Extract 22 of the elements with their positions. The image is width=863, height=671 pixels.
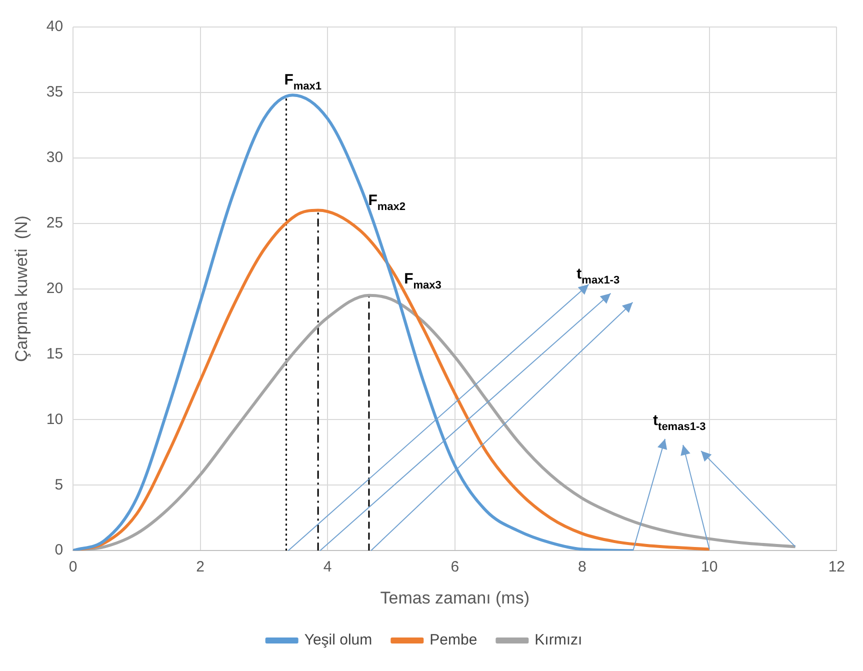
y-tick-label: 30 bbox=[46, 149, 64, 166]
y-tick-label: 20 bbox=[46, 280, 64, 297]
y-tick-label: 10 bbox=[46, 410, 64, 428]
x-tick-label: 0 bbox=[68, 558, 78, 576]
y-tick-label: 5 bbox=[54, 476, 64, 494]
x-axis-title: Temas zamanı (ms) bbox=[380, 588, 530, 608]
x-tick-label: 10 bbox=[701, 558, 718, 576]
x-tick-label: 6 bbox=[450, 558, 460, 576]
x-tick-label: 4 bbox=[323, 558, 332, 576]
line-series bbox=[73, 94, 635, 551]
x-tick-label: 8 bbox=[578, 558, 586, 576]
legend-label: Kırmızı bbox=[534, 632, 582, 649]
legend-label: Pembe bbox=[430, 632, 478, 649]
y-tick-label: 15 bbox=[46, 345, 64, 362]
legend-label: Yeşil olum bbox=[304, 632, 372, 649]
y-tick-label: 35 bbox=[46, 84, 64, 101]
y-tick-label: 0 bbox=[54, 542, 64, 559]
y-tick-label: 40 bbox=[46, 18, 64, 36]
x-tick-label: 2 bbox=[196, 558, 205, 576]
y-tick-label: 25 bbox=[46, 214, 64, 232]
y-axis-title: Çarpma kuweti (N) bbox=[12, 216, 31, 362]
x-tick-label: 12 bbox=[828, 558, 845, 576]
